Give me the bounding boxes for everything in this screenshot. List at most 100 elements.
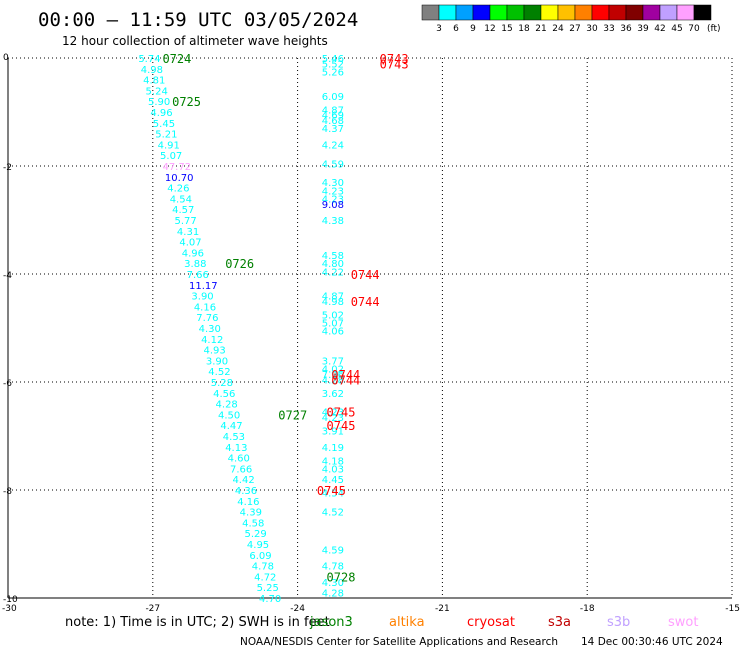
wave-height-label: 4.23 bbox=[322, 408, 344, 419]
colorbar-swatch bbox=[557, 4, 576, 21]
footer-timestamp: 14 Dec 00:30:46 UTC 2024 bbox=[581, 636, 723, 648]
satellite-cryosat: cryosat bbox=[467, 615, 515, 630]
wave-height-label: 4.80 bbox=[322, 259, 344, 270]
wave-height-label: 4.36 bbox=[235, 486, 257, 497]
x-tick-label: -24 bbox=[290, 604, 305, 614]
colorbar-unit: (ft) bbox=[707, 24, 721, 34]
wave-height-label: 4.12 bbox=[201, 335, 223, 346]
wave-height-label: 4.02 bbox=[322, 365, 344, 376]
y-tick-label: -2 bbox=[3, 163, 12, 173]
colorbar-label: 15 bbox=[501, 24, 512, 34]
wave-height-label: 4.87 bbox=[322, 105, 344, 116]
wave-height-label: 6.09 bbox=[322, 92, 344, 103]
satellite-jason3: jason3 bbox=[309, 615, 353, 630]
wave-height-label: 4.56 bbox=[213, 389, 235, 400]
colorbar-swatch bbox=[642, 4, 661, 21]
wave-height-label: 4.81 bbox=[143, 76, 165, 87]
wave-height-label: 4.78 bbox=[252, 562, 274, 573]
plot-frame bbox=[7, 58, 732, 599]
satellite-legend: jason3 altika cryosat s3a s3b swot bbox=[309, 615, 698, 630]
time-label: 0744 bbox=[331, 368, 360, 382]
colorbar-label: 27 bbox=[569, 24, 580, 34]
wave-height-label: 4.52 bbox=[208, 367, 230, 378]
wave-height-label: 4.23 bbox=[322, 413, 344, 424]
wave-height-label: 4.50 bbox=[218, 410, 240, 421]
time-label: 0745 bbox=[327, 419, 356, 433]
wave-height-label: 4.39 bbox=[240, 508, 262, 519]
colorbar-label: 30 bbox=[586, 24, 598, 34]
wave-height-label: 5.74 bbox=[138, 54, 160, 65]
wave-height-label: 4.24 bbox=[322, 140, 344, 151]
wave-height-label: 4.23 bbox=[322, 186, 344, 197]
y-axis-ticks: 0 -2 -4 -6 -8 -10 bbox=[3, 53, 18, 605]
time-label: 0724 bbox=[162, 52, 191, 66]
wave-height-label: 4.45 bbox=[322, 475, 344, 486]
time-label: 0744 bbox=[351, 295, 380, 309]
colorbar-swatch bbox=[540, 4, 559, 21]
time-label: 0727 bbox=[278, 408, 307, 422]
colorbar-swatch bbox=[659, 4, 678, 21]
time-label: 0728 bbox=[327, 570, 356, 584]
x-axis-ticks: -30 -27 -24 -21 -18 -15 bbox=[2, 604, 740, 614]
wave-height-label: 4.28 bbox=[322, 589, 344, 600]
wave-height-label: 4.95 bbox=[247, 540, 269, 551]
time-labels: 0724072507260727072807430743074407440744… bbox=[162, 52, 408, 584]
x-tick-label: -27 bbox=[145, 604, 160, 614]
wave-height-label: 5.28 bbox=[211, 378, 233, 389]
wave-height-label: 4.47 bbox=[220, 421, 242, 432]
y-tick-label: -6 bbox=[3, 379, 12, 389]
wave-height-label: 4.91 bbox=[158, 140, 180, 151]
wave-height-label: 4.16 bbox=[237, 497, 259, 508]
wave-height-label: 3.62 bbox=[322, 389, 344, 400]
satellite-altika: altika bbox=[389, 615, 425, 630]
wave-height-label: 4.54 bbox=[170, 194, 192, 205]
time-label: 0743 bbox=[380, 52, 409, 66]
wave-height-label: 4.30 bbox=[199, 324, 221, 335]
x-tick-label: -30 bbox=[2, 604, 17, 614]
wave-height-label: 7.66 bbox=[187, 270, 209, 281]
colorbar-swatch bbox=[523, 4, 542, 21]
wave-height-label: 4.03 bbox=[322, 464, 344, 475]
wave-height-label: 4.98 bbox=[322, 297, 344, 308]
colorbar-swatch bbox=[574, 4, 593, 21]
wave-height-label: 4.07 bbox=[179, 238, 201, 249]
satellite-s3b: s3b bbox=[607, 615, 630, 630]
y-tick-label: -10 bbox=[3, 595, 18, 605]
colorbar-label: 21 bbox=[535, 24, 546, 34]
wave-height-label: 4.59 bbox=[322, 159, 344, 170]
wave-height-label: 3.91 bbox=[322, 427, 344, 438]
colorbar-swatch bbox=[455, 4, 474, 21]
data-points: 5.744.984.815.245.904.965.455.214.915.07… bbox=[138, 54, 344, 605]
wave-height-label: 4.69 bbox=[322, 111, 344, 122]
wave-height-label: 10.70 bbox=[165, 173, 194, 184]
colorbar-label: 42 bbox=[654, 24, 665, 34]
colorbar-legend: 3 6 9 12 15 18 21 24 27 30 33 36 39 42 45 70 (ft) bbox=[421, 4, 721, 34]
wave-height-label: 4.38 bbox=[322, 216, 344, 227]
wave-height-label: 7.96 bbox=[322, 370, 344, 381]
wave-height-label: 5.24 bbox=[146, 86, 168, 97]
wave-height-label: 4.18 bbox=[322, 456, 344, 467]
wave-height-label: 7.66 bbox=[230, 464, 252, 475]
colorbar-label: 39 bbox=[637, 24, 649, 34]
y-tick-label: 0 bbox=[3, 53, 9, 63]
chart-title: 00:00 — 11:59 UTC 03/05/2024 bbox=[38, 9, 358, 31]
colorbar-swatch bbox=[608, 4, 627, 21]
wave-height-label: 9.08 bbox=[322, 200, 344, 211]
wave-height-label: 4.06 bbox=[322, 327, 344, 338]
colorbar-label: 45 bbox=[671, 24, 682, 34]
grid-lines bbox=[8, 57, 733, 598]
colorbar-swatch bbox=[506, 4, 525, 21]
wave-height-label: 5.07 bbox=[322, 319, 344, 330]
colorbar-label: 24 bbox=[552, 24, 564, 34]
wave-height-label: 3.88 bbox=[184, 259, 206, 270]
wave-height-label: 4.16 bbox=[194, 302, 216, 313]
colorbar-swatch bbox=[625, 4, 644, 21]
satellite-swot: swot bbox=[668, 615, 698, 630]
wave-height-label: 5.45 bbox=[153, 119, 175, 130]
colorbar-label: 12 bbox=[484, 24, 495, 34]
wave-height-label: 5.52 bbox=[322, 59, 344, 70]
time-label: 0725 bbox=[172, 95, 201, 109]
wave-height-label: 4.53 bbox=[223, 432, 245, 443]
wave-height-label: 4.42 bbox=[232, 475, 254, 486]
colorbar-label: 18 bbox=[518, 24, 530, 34]
